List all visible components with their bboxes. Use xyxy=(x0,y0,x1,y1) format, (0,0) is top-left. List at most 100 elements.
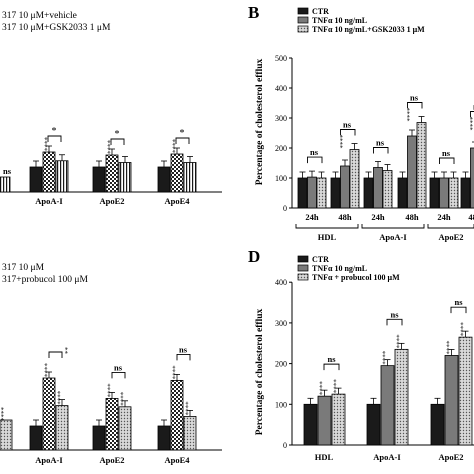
panel-b-sig: ns xyxy=(310,147,319,157)
legend-swatch-3 xyxy=(297,25,309,33)
panel-a-xtick: ApoE4 xyxy=(164,196,190,206)
panel-a-bracket-star: * xyxy=(52,126,57,137)
panel-c-xtick: ApoA-I xyxy=(35,455,63,465)
ytick-label: 0 xyxy=(283,204,287,213)
bar-ApoA-I-s3 xyxy=(55,405,69,451)
panel-a-bracket-star: * xyxy=(180,128,185,139)
panel-a: 317 10 μM+vehicle 317 10 μM+GSK2033 1 μM… xyxy=(0,11,222,206)
panel-b-bracket xyxy=(307,156,323,164)
bar-ApoA-I-48h-s1 xyxy=(397,177,408,209)
ytick-label: 300 xyxy=(275,114,287,123)
panel-b-sig: ns xyxy=(410,93,419,103)
legend-swatch-2 xyxy=(297,16,309,24)
significance-stars: ** xyxy=(64,347,72,355)
ytick-label: 400 xyxy=(275,84,287,93)
legend-label-1: CTR xyxy=(312,255,329,264)
ytick-label: 200 xyxy=(275,360,287,369)
bar-ApoE2-s1 xyxy=(92,425,106,451)
bar-ApoE4-s1 xyxy=(157,166,171,193)
significance-stars: **** xyxy=(319,381,327,396)
panel-a-bracket-star: * xyxy=(115,129,120,140)
significance-stars: **** xyxy=(396,334,404,349)
panel-b-bracket xyxy=(373,147,389,154)
bar-ApoA-I-s1 xyxy=(366,403,381,446)
bar-ApoE4-s3 xyxy=(183,162,197,193)
significance-stars: **** xyxy=(406,107,414,122)
bar-cropped xyxy=(0,176,11,193)
panel-b-letter: B xyxy=(248,3,259,22)
bar-ApoA-I-24h-s1 xyxy=(363,177,374,209)
ytick-label: 400 xyxy=(275,278,287,287)
legend-label-2: TNFα 10 ng/mL xyxy=(312,264,367,273)
panel-d-sig: ns xyxy=(390,309,399,319)
panel-d-bracket xyxy=(323,363,340,371)
ytick-label: 0 xyxy=(283,441,287,450)
ytick-label: 100 xyxy=(275,400,287,409)
panel-a-xtick: ApoE2 xyxy=(99,196,124,206)
time-label: 24h xyxy=(305,212,319,222)
panel-d-bracket xyxy=(450,306,467,314)
significance-stars: **** xyxy=(446,340,454,355)
panel-c-sig: ns xyxy=(114,362,123,372)
legend-label-1: CTR xyxy=(312,7,329,16)
group-bracket xyxy=(295,224,359,229)
panel-d-sig: ns xyxy=(454,297,463,307)
panel-c-xtick: ApoE2 xyxy=(99,455,124,465)
panel-b-bracket xyxy=(470,111,474,118)
significance-stars: **** xyxy=(44,363,52,378)
bar-ApoA-I-24h-s3 xyxy=(382,170,393,209)
bar-ApoA-I-s2 xyxy=(380,365,395,446)
bar-HDL-24h-s1 xyxy=(297,177,308,209)
bar-ApoE2-24h-s1 xyxy=(429,177,440,209)
time-label: 24h xyxy=(371,212,385,222)
bar-ApoE2-s2 xyxy=(444,355,459,446)
panel-a-xtick: ApoA-I xyxy=(35,196,63,206)
significance-stars: **** xyxy=(44,137,52,152)
panel-c-xtick: ApoE4 xyxy=(164,455,190,465)
time-label: 48h xyxy=(338,212,352,222)
bar-ApoA-I-s1 xyxy=(29,425,43,451)
group-bracket xyxy=(427,224,474,229)
ytick-label: 100 xyxy=(275,174,287,183)
significance-stars: **** xyxy=(339,134,347,149)
bar-ApoA-I-s2 xyxy=(42,377,56,451)
time-label: 24h xyxy=(437,212,451,222)
group-label: HDL xyxy=(318,232,337,242)
significance-stars: **** xyxy=(120,391,128,406)
bar-HDL-s3 xyxy=(331,393,346,446)
significance-stars: **** xyxy=(469,116,474,131)
significance-stars: **** xyxy=(172,139,180,154)
panel-c-legend-1: 317 10 μM xyxy=(2,263,45,273)
panel-d-sig: ns xyxy=(327,354,336,364)
panel-c-bracket xyxy=(176,353,191,361)
panel-a-legend-1: 317 10 μM+vehicle xyxy=(2,11,77,21)
bar-ApoA-I-48h-s2 xyxy=(407,135,417,209)
panel-c-bracket xyxy=(48,351,63,358)
legend-label-2: TNFα 10 ng/mL xyxy=(312,16,367,25)
bar-HDL-24h-s3 xyxy=(316,177,327,209)
bar-ApoA-I-24h-s2 xyxy=(373,167,383,209)
panel-b-bracket xyxy=(340,129,356,136)
bar-HDL-48h-s2 xyxy=(340,165,350,209)
panel-d-plot: 0 100 200 300 400 HDL **** **** ns ApoA-I **** ****… xyxy=(275,278,474,462)
significance-stars: **** xyxy=(0,407,8,422)
bar-ApoE4-s1 xyxy=(157,425,171,451)
bar-HDL-s2 xyxy=(317,395,332,446)
panel-b-bracket xyxy=(407,102,423,109)
panel-b-plot: 0 100 200 300 400 500 24h ns 48h **** ns 24h ns 48h **… xyxy=(275,54,474,242)
bar-ApoA-I-s1 xyxy=(29,166,43,193)
significance-stars: **** xyxy=(107,383,115,398)
panel-b-sig: ns xyxy=(376,138,385,148)
panel-a-bracket xyxy=(47,135,62,142)
bar-ApoA-I-s3 xyxy=(394,348,409,446)
group-label: ApoA-I xyxy=(379,232,407,242)
bar-ApoE2-s2 xyxy=(105,154,119,193)
significance-stars: **** xyxy=(107,140,115,155)
time-label: 48h xyxy=(405,212,419,222)
bar-ApoE2-48h-s1 xyxy=(460,177,471,209)
ytick-label: 500 xyxy=(275,54,287,63)
